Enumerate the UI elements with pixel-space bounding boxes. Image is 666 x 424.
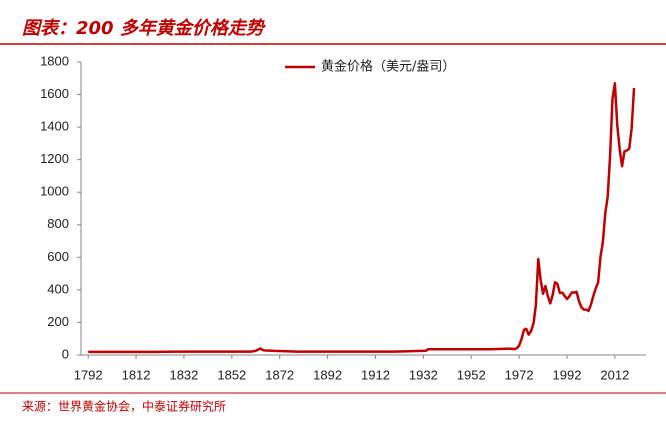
x-tick-label: 1852 [217,367,246,382]
y-tick-label: 1400 [40,119,69,134]
x-tick-label: 1972 [505,367,534,382]
y-tick-label: 600 [47,249,69,264]
x-tick-label: 1812 [122,367,151,382]
x-tick-label: 1932 [409,367,438,382]
source-note: 来源：世界黄金协会，中泰证券研究所 [22,399,226,414]
y-tick-label: 800 [47,216,69,231]
x-tick-label: 2012 [600,367,629,382]
y-tick-label: 1600 [40,86,69,101]
y-tick-label: 200 [47,314,69,329]
y-tick-label: 1000 [40,184,69,199]
x-tick-label: 1892 [313,367,342,382]
y-tick-label: 1800 [40,53,69,68]
x-tick-label: 1872 [265,367,294,382]
x-tick-label: 1832 [169,367,198,382]
x-tick-label: 1912 [361,367,390,382]
y-tick-label: 0 [62,346,69,361]
y-tick-label: 400 [47,281,69,296]
legend-label: 黄金价格（美元/盎司） [321,59,455,75]
series-line [88,82,636,354]
y-tick-label: 1200 [40,151,69,166]
x-tick-label: 1992 [553,367,582,382]
x-tick-label: 1792 [74,367,103,382]
chart-title: 图表：200 多年黄金价格走势 [22,18,266,39]
x-tick-label: 1952 [457,367,486,382]
